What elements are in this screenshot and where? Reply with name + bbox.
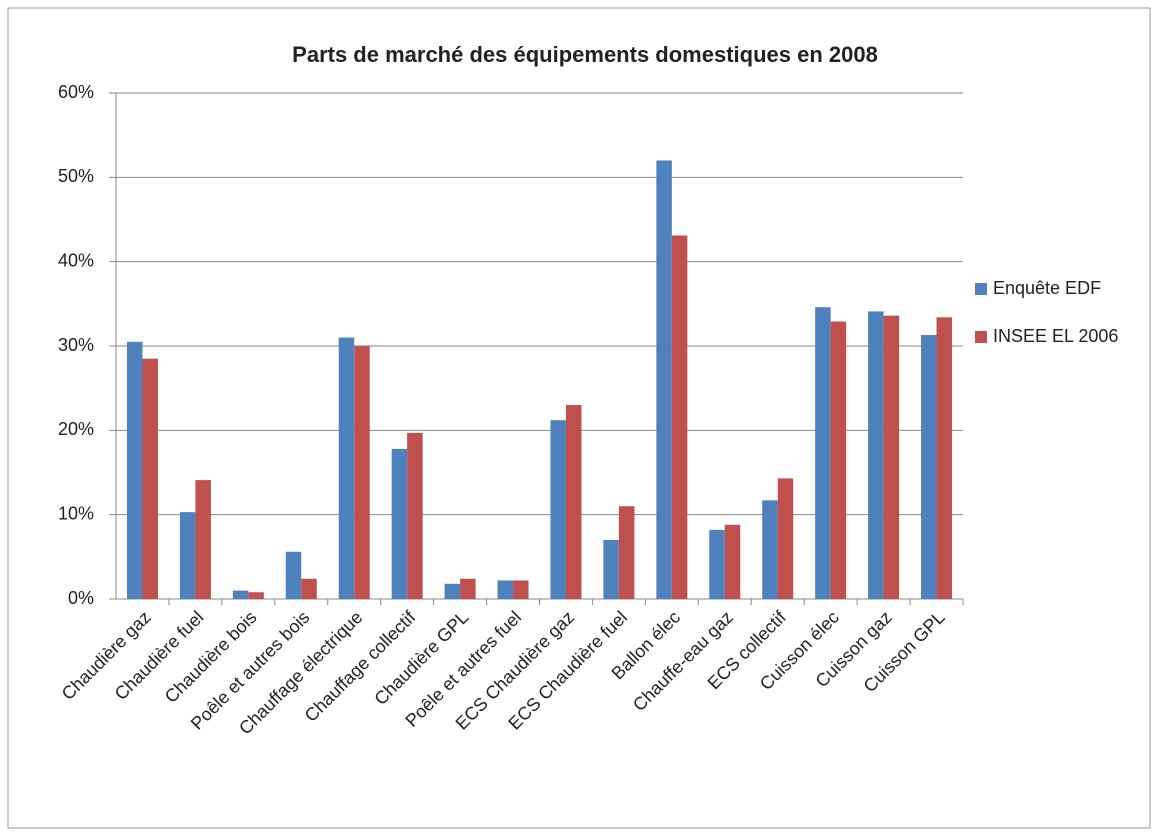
bar xyxy=(883,315,900,599)
bar xyxy=(830,321,847,599)
y-tick-label: 50% xyxy=(58,166,94,186)
bar xyxy=(709,529,725,599)
bar xyxy=(777,478,794,599)
bar xyxy=(444,583,461,599)
legend-swatch xyxy=(975,331,987,343)
bar xyxy=(618,506,635,599)
bar xyxy=(550,420,566,599)
bar xyxy=(936,317,953,599)
bar xyxy=(391,448,408,599)
legend-swatch xyxy=(975,283,987,295)
y-tick-label: 40% xyxy=(58,250,94,270)
bar xyxy=(497,580,514,599)
legend-label: Enquête EDF xyxy=(993,278,1101,298)
bar xyxy=(724,524,741,599)
y-tick-label: 0% xyxy=(68,588,94,608)
bar xyxy=(656,160,672,599)
bar xyxy=(762,500,778,599)
bar xyxy=(126,341,143,599)
bar xyxy=(142,358,158,599)
bar xyxy=(815,307,831,599)
y-tick-label: 30% xyxy=(58,335,94,355)
chart-title: Parts de marché des équipements domestiq… xyxy=(292,42,878,67)
bar xyxy=(232,590,249,599)
bar xyxy=(513,580,529,599)
bar xyxy=(407,432,423,599)
bar xyxy=(248,592,264,599)
bar xyxy=(603,539,619,599)
bar xyxy=(301,578,317,599)
y-tick-label: 60% xyxy=(58,82,94,102)
bar xyxy=(921,335,937,599)
bar xyxy=(285,551,302,599)
bar xyxy=(868,311,884,599)
bar xyxy=(460,578,476,599)
legend-label: INSEE EL 2006 xyxy=(993,326,1118,346)
bar xyxy=(338,337,355,599)
bar xyxy=(195,480,211,599)
bar xyxy=(179,512,196,599)
bar xyxy=(671,235,688,600)
y-tick-label: 20% xyxy=(58,419,94,439)
bar xyxy=(565,405,582,599)
y-tick-label: 10% xyxy=(58,503,94,523)
bar xyxy=(354,346,370,599)
